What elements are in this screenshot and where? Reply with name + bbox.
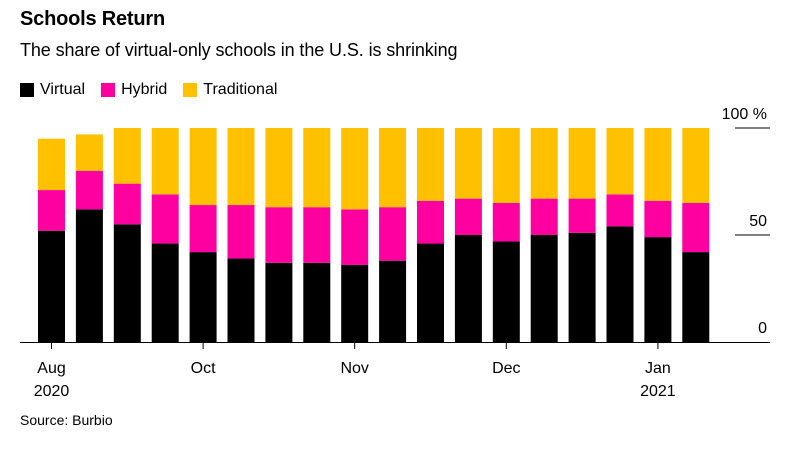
bar-traditional-10 — [417, 128, 444, 201]
bar-hybrid-14 — [568, 198, 596, 233]
bar-virtual-8 — [341, 264, 369, 342]
bar-virtual-6 — [265, 262, 293, 342]
bar-hybrid-12 — [492, 202, 520, 242]
bar-traditional-13 — [530, 128, 558, 199]
legend-label-hybrid: Hybrid — [121, 81, 168, 98]
bar-virtual-14 — [568, 232, 596, 342]
bar-traditional-14 — [568, 128, 596, 199]
x-tick-label-dec: Dec — [492, 360, 520, 377]
bar-traditional-3 — [151, 128, 179, 195]
bar-hybrid-0 — [38, 190, 65, 231]
legend-swatch-traditional — [183, 83, 198, 97]
bar-virtual-3 — [151, 243, 179, 342]
x-tick-sublabel-2020: 2020 — [34, 383, 70, 400]
bar-traditional-8 — [341, 128, 369, 210]
bar-virtual-12 — [492, 241, 520, 342]
bar-hybrid-13 — [530, 198, 558, 235]
legend-swatch-hybrid — [101, 83, 116, 97]
bar-traditional-7 — [303, 128, 331, 208]
bar-hybrid-2 — [113, 183, 141, 225]
bars-group — [38, 128, 710, 342]
bar-traditional-4 — [189, 128, 217, 206]
bar-hybrid-3 — [151, 194, 179, 244]
bar-virtual-4 — [189, 252, 217, 342]
bar-hybrid-16 — [644, 200, 672, 238]
bar-hybrid-1 — [75, 170, 103, 210]
legend-item-hybrid: Hybrid — [101, 81, 167, 99]
bar-hybrid-5 — [227, 205, 255, 259]
legend-label-traditional: Traditional — [203, 81, 278, 98]
x-tick-label-jan: Jan — [645, 360, 671, 377]
x-axis-group: Aug 2020 Oct Nov Dec Jan 2021 — [20, 342, 770, 400]
bar-traditional-12 — [492, 128, 520, 203]
bar-traditional-0 — [38, 138, 65, 191]
x-tick-label-aug: Aug — [37, 360, 65, 377]
legend-item-traditional: Traditional — [183, 81, 277, 99]
bar-virtual-15 — [606, 226, 634, 342]
x-tick-label-nov: Nov — [340, 360, 368, 377]
bar-traditional-1 — [75, 134, 103, 171]
bar-virtual-1 — [75, 209, 103, 342]
bar-virtual-5 — [227, 258, 255, 342]
y-axis-group: 100 % 50 0 — [722, 106, 770, 337]
bar-hybrid-6 — [265, 207, 293, 263]
bar-virtual-17 — [682, 252, 710, 342]
bar-traditional-5 — [227, 128, 255, 206]
bar-hybrid-8 — [341, 209, 369, 265]
legend: Virtual Hybrid Traditional — [20, 80, 293, 100]
bar-traditional-15 — [606, 128, 634, 195]
bar-hybrid-15 — [606, 194, 634, 227]
bar-traditional-11 — [454, 128, 482, 199]
bar-traditional-9 — [379, 128, 407, 208]
legend-swatch-virtual — [20, 83, 34, 97]
bar-hybrid-10 — [417, 200, 444, 244]
x-tick-label-oct: Oct — [191, 360, 216, 377]
bar-hybrid-17 — [682, 202, 710, 253]
bar-virtual-10 — [417, 243, 444, 342]
bar-virtual-7 — [303, 262, 331, 342]
bar-traditional-6 — [265, 128, 293, 208]
y-tick-label-0: 0 — [758, 320, 767, 337]
y-tick-label-100: 100 % — [722, 106, 767, 123]
bar-hybrid-9 — [379, 207, 407, 261]
bar-hybrid-7 — [303, 207, 331, 263]
bar-virtual-11 — [454, 235, 482, 342]
bar-virtual-16 — [644, 237, 672, 342]
bar-traditional-2 — [113, 128, 141, 184]
bar-hybrid-11 — [454, 198, 482, 235]
bar-traditional-17 — [682, 128, 710, 203]
bar-traditional-16 — [644, 128, 672, 201]
chart-title: Schools Return — [20, 8, 165, 30]
bar-virtual-2 — [113, 224, 141, 342]
legend-item-virtual: Virtual — [20, 81, 85, 99]
bar-hybrid-4 — [189, 205, 217, 253]
bar-virtual-0 — [38, 230, 65, 342]
bar-virtual-9 — [379, 260, 407, 342]
x-tick-sublabel-2021: 2021 — [640, 383, 676, 400]
bar-virtual-13 — [530, 235, 558, 342]
y-tick-label-50: 50 — [749, 213, 767, 230]
legend-label-virtual: Virtual — [40, 81, 86, 98]
chart-subtitle: The share of virtual-only schools in the… — [20, 40, 458, 60]
source-note: Source: Burbio — [20, 412, 113, 428]
